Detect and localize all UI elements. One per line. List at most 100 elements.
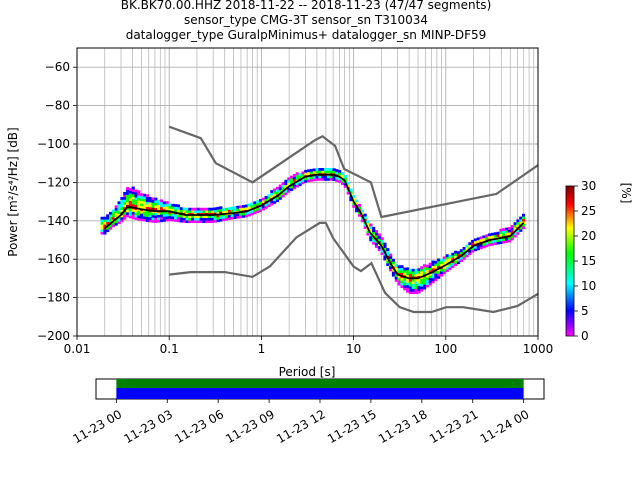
psd-cell (131, 204, 135, 207)
psd-cell (140, 193, 144, 197)
psd-cell (516, 229, 520, 233)
psd-cell (490, 232, 495, 236)
psd-cell (270, 200, 274, 203)
psd-cell (485, 244, 489, 248)
psd-cell (403, 280, 407, 283)
psd-cell (188, 215, 192, 219)
psd-cell (196, 207, 200, 211)
psd-cell (417, 273, 421, 277)
mode-curve (104, 173, 525, 280)
psd-cell (123, 199, 127, 203)
psd-cell (451, 262, 455, 266)
psd-cell (125, 214, 130, 218)
psd-cell (154, 202, 158, 206)
psd-cell (111, 214, 115, 218)
psd-cell (125, 189, 130, 193)
psd-cell (154, 217, 158, 221)
psd-cell (168, 203, 172, 207)
psd-cell (191, 210, 195, 214)
psd-cell (420, 273, 424, 277)
psd-cell (157, 207, 161, 211)
psd-cell (168, 215, 172, 219)
psd-cell (366, 230, 370, 234)
psd-cell (301, 178, 305, 182)
psd-cell (193, 217, 198, 221)
psd-cell (338, 177, 342, 181)
psd-cell (185, 215, 189, 219)
psd-cell (355, 207, 359, 210)
psd-cell (159, 214, 164, 218)
psd-cell (134, 204, 138, 208)
coverage-tick-label: 11-24 00 (478, 407, 532, 446)
psd-cell (383, 255, 387, 258)
psd-cell (493, 232, 497, 236)
psd-cell (408, 283, 412, 287)
psd-cell (304, 172, 308, 176)
psd-cell (176, 214, 181, 218)
psd-cell (340, 179, 345, 183)
psd-cell (522, 216, 526, 220)
psd-cell (389, 256, 393, 259)
psd-cell (343, 185, 347, 188)
psd-cell (216, 209, 220, 213)
psd-cell (290, 188, 294, 191)
psd-cell (391, 258, 396, 262)
psd-cell (304, 179, 308, 183)
psd-cell (106, 214, 110, 218)
psd-cell (386, 260, 390, 264)
psd-cell (414, 286, 418, 290)
psd-cell (168, 218, 172, 222)
psd-cell (434, 263, 438, 267)
psd-cell (140, 195, 144, 199)
psd-cell (318, 168, 322, 171)
psd-cell (349, 190, 353, 194)
psd-cell (287, 187, 291, 191)
psd-cell (114, 205, 118, 209)
psd-cell (157, 212, 161, 216)
y-ticks: −60 −80 −100 −120 −140 −160 −180 −200 (37, 60, 77, 343)
psd-cell (411, 281, 415, 285)
psd-cell (134, 192, 138, 195)
psd-cell (442, 271, 446, 275)
psd-cell (109, 214, 113, 218)
psd-cell (309, 171, 313, 175)
psd-cell (162, 218, 166, 222)
psd-cell (111, 211, 115, 215)
psd-cell (346, 191, 350, 195)
psd-cell (205, 217, 209, 221)
psd-cell (352, 195, 356, 198)
psd-cell (154, 220, 158, 223)
psd-cell (295, 172, 299, 176)
psd-cell (171, 218, 175, 222)
psd-cell (281, 192, 285, 195)
psd-cell (312, 178, 316, 182)
psd-cell (185, 210, 189, 214)
psd-cell (394, 273, 398, 277)
psd-cell (513, 222, 517, 226)
coverage-tick-label: 11-23 03 (121, 407, 175, 446)
psd-cell (394, 264, 398, 267)
psd-cell (120, 204, 124, 208)
psd-cell (227, 207, 231, 211)
colorbar-tick-label: 25 (581, 204, 596, 218)
psd-cell (445, 266, 449, 270)
noise-model-lines (168, 125, 538, 314)
psd-cell (125, 212, 130, 215)
psd-cell (182, 217, 186, 221)
psd-cell (128, 193, 132, 196)
psd-cell (114, 222, 118, 226)
psd-cell (451, 257, 455, 261)
psd-cell (445, 269, 449, 273)
psd-cell (165, 208, 169, 212)
psd-cell (374, 242, 379, 246)
psd-cell (196, 220, 200, 224)
psd-cell (256, 210, 260, 214)
psd-cell (417, 288, 421, 292)
psd-cell (510, 237, 514, 241)
psd-cell (507, 229, 512, 233)
psd-cell (210, 210, 214, 214)
psd-cell (213, 217, 217, 221)
psd-cell (434, 275, 438, 279)
psd-cell (179, 217, 183, 221)
plot-frame (76, 47, 539, 337)
